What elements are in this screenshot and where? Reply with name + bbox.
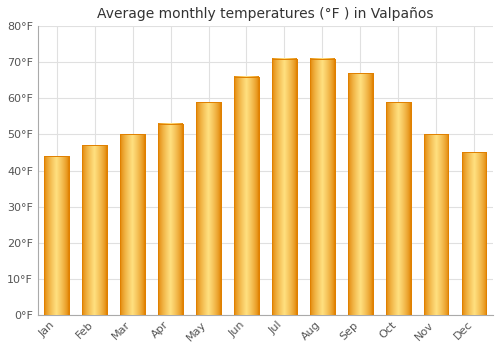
Bar <box>462 153 486 315</box>
Bar <box>310 59 334 315</box>
Bar <box>424 134 448 315</box>
Title: Average monthly temperatures (°F ) in Valpaños: Average monthly temperatures (°F ) in Va… <box>97 7 434 21</box>
Bar <box>386 102 410 315</box>
Bar <box>310 59 334 315</box>
Bar <box>196 102 221 315</box>
Bar <box>196 102 221 315</box>
Bar <box>462 153 486 315</box>
Bar <box>120 134 145 315</box>
Bar <box>120 134 145 315</box>
Bar <box>234 77 259 315</box>
Bar <box>158 124 183 315</box>
Bar <box>82 145 107 315</box>
Bar <box>44 156 69 315</box>
Bar <box>158 124 183 315</box>
Bar <box>44 156 69 315</box>
Bar <box>272 59 296 315</box>
Bar <box>348 73 372 315</box>
Bar <box>424 134 448 315</box>
Bar <box>386 102 410 315</box>
Bar <box>234 77 259 315</box>
Bar <box>272 59 296 315</box>
Bar <box>82 145 107 315</box>
Bar <box>348 73 372 315</box>
